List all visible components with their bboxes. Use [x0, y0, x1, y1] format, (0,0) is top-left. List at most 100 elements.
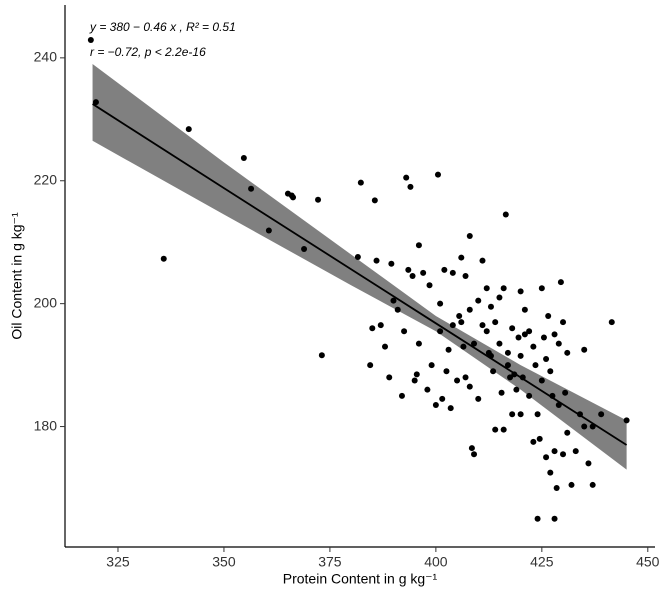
data-point — [515, 334, 522, 341]
data-point — [394, 306, 401, 313]
data-point — [466, 306, 473, 313]
data-point — [547, 469, 554, 476]
data-point — [530, 343, 537, 350]
data-point — [462, 374, 469, 381]
data-point — [557, 279, 564, 286]
data-point — [623, 417, 630, 424]
data-point — [496, 294, 503, 301]
data-point — [357, 179, 364, 186]
data-point — [439, 395, 446, 402]
regression-line — [92, 103, 628, 446]
data-point — [458, 254, 465, 261]
data-point — [521, 306, 528, 313]
data-point — [568, 481, 575, 488]
data-point — [290, 194, 297, 201]
x-axis-title: Protein Content in g kg⁻¹ — [283, 571, 438, 587]
data-point — [536, 435, 543, 442]
data-point — [468, 445, 475, 452]
data-point — [572, 448, 579, 455]
data-point — [426, 282, 433, 289]
data-point — [413, 371, 420, 378]
y-axis-title: Oil Content in g kg⁻¹ — [9, 212, 25, 340]
correlation-annotation: r = −0.72, p < 2.2e-16 — [90, 45, 206, 59]
data-point — [492, 426, 499, 433]
data-point — [564, 429, 571, 436]
data-point — [398, 392, 405, 399]
data-point — [432, 402, 439, 409]
y-tick-label: 240 — [34, 49, 58, 65]
data-point — [420, 269, 427, 276]
data-point — [487, 303, 494, 310]
data-point — [517, 411, 524, 418]
data-point — [500, 285, 507, 292]
data-point — [471, 451, 478, 458]
y-tick-label: 180 — [34, 417, 58, 433]
data-point — [318, 352, 325, 359]
data-point — [545, 312, 552, 319]
data-point — [479, 257, 486, 264]
x-tick-label: 425 — [530, 554, 554, 570]
data-point — [92, 99, 99, 106]
data-point — [447, 405, 454, 412]
data-point — [369, 325, 376, 332]
data-point — [498, 389, 505, 396]
data-point — [371, 197, 378, 204]
data-point — [460, 343, 467, 350]
data-point — [185, 126, 192, 133]
equation-annotation: y = 380 − 0.46 x , R² = 0.51 — [89, 20, 236, 34]
data-point — [534, 411, 541, 418]
data-point — [553, 485, 560, 492]
data-point — [437, 300, 444, 307]
data-point — [388, 260, 395, 267]
data-point — [526, 392, 533, 399]
data-point — [441, 266, 448, 273]
data-point — [496, 340, 503, 347]
data-point — [500, 426, 507, 433]
data-point — [509, 411, 516, 418]
data-point — [564, 349, 571, 356]
data-point — [538, 285, 545, 292]
data-point — [301, 245, 308, 252]
data-point — [517, 288, 524, 295]
data-point — [551, 331, 558, 338]
data-point — [509, 325, 516, 332]
data-point — [551, 448, 558, 455]
data-point — [240, 155, 247, 162]
data-point — [589, 481, 596, 488]
data-point — [415, 242, 422, 249]
data-point — [407, 183, 414, 190]
data-point — [483, 285, 490, 292]
data-point — [462, 273, 469, 279]
data-point — [513, 386, 520, 393]
x-tick-label: 400 — [424, 554, 448, 570]
data-point — [415, 340, 422, 347]
data-point — [434, 171, 441, 178]
data-point — [538, 377, 545, 384]
data-point — [401, 328, 408, 335]
data-point — [449, 269, 456, 276]
data-point — [490, 368, 497, 375]
data-point — [456, 312, 463, 319]
data-point — [581, 423, 588, 430]
data-point — [581, 346, 588, 353]
data-point — [585, 460, 592, 467]
data-point — [475, 297, 482, 304]
data-point — [449, 322, 456, 329]
data-point — [458, 319, 465, 326]
y-tick-label: 200 — [34, 294, 58, 310]
data-point — [443, 368, 450, 375]
data-point — [475, 395, 482, 402]
data-point — [373, 257, 380, 264]
data-point — [547, 368, 554, 375]
data-point — [551, 515, 558, 522]
data-point — [466, 233, 473, 240]
data-point — [526, 328, 533, 335]
data-point — [466, 383, 473, 390]
data-point — [454, 377, 461, 384]
x-tick-label: 350 — [212, 554, 236, 570]
data-point — [543, 454, 550, 461]
data-point — [382, 343, 389, 350]
data-point — [492, 319, 499, 326]
data-point — [504, 349, 511, 356]
